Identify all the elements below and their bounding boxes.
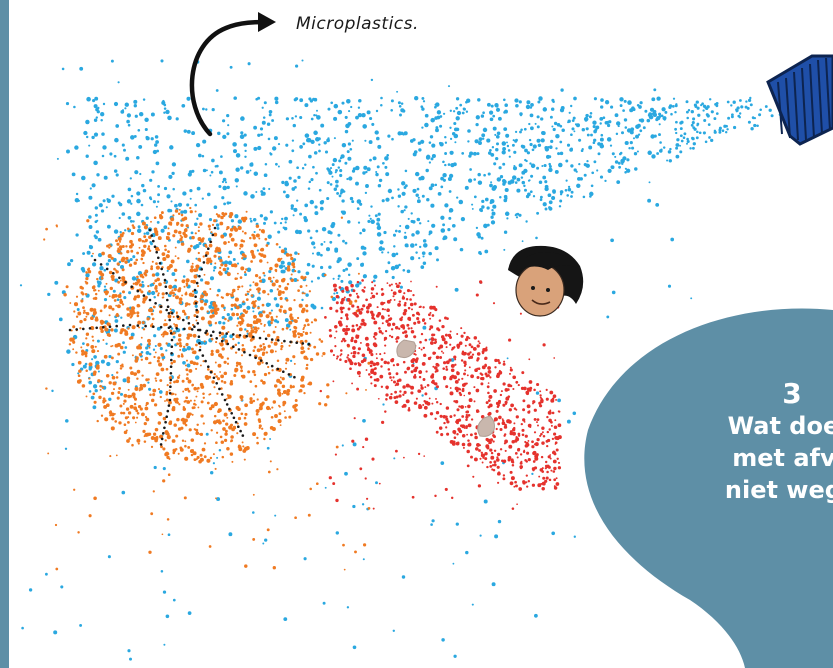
bubble-line-2: met afva: [592, 442, 833, 474]
microplastics-annotation: Microplastics.: [296, 14, 419, 34]
person-icon: [320, 279, 562, 510]
person-head: [508, 246, 583, 316]
chapter-number: 3: [592, 378, 833, 410]
bubble-line-1: Wat doen: [592, 410, 833, 442]
left-hand-icon: [397, 340, 416, 358]
curved-arrow-icon: [192, 12, 276, 134]
bubble-line-3: niet wegg: [592, 474, 833, 506]
left-edge-stripe: [0, 0, 9, 668]
speech-bubble-text: 3 Wat doen met afva niet wegg: [592, 378, 833, 506]
right-hand-icon: [478, 416, 495, 436]
basketball-icon: [43, 207, 370, 571]
bottle-cap-icon: [768, 56, 833, 144]
